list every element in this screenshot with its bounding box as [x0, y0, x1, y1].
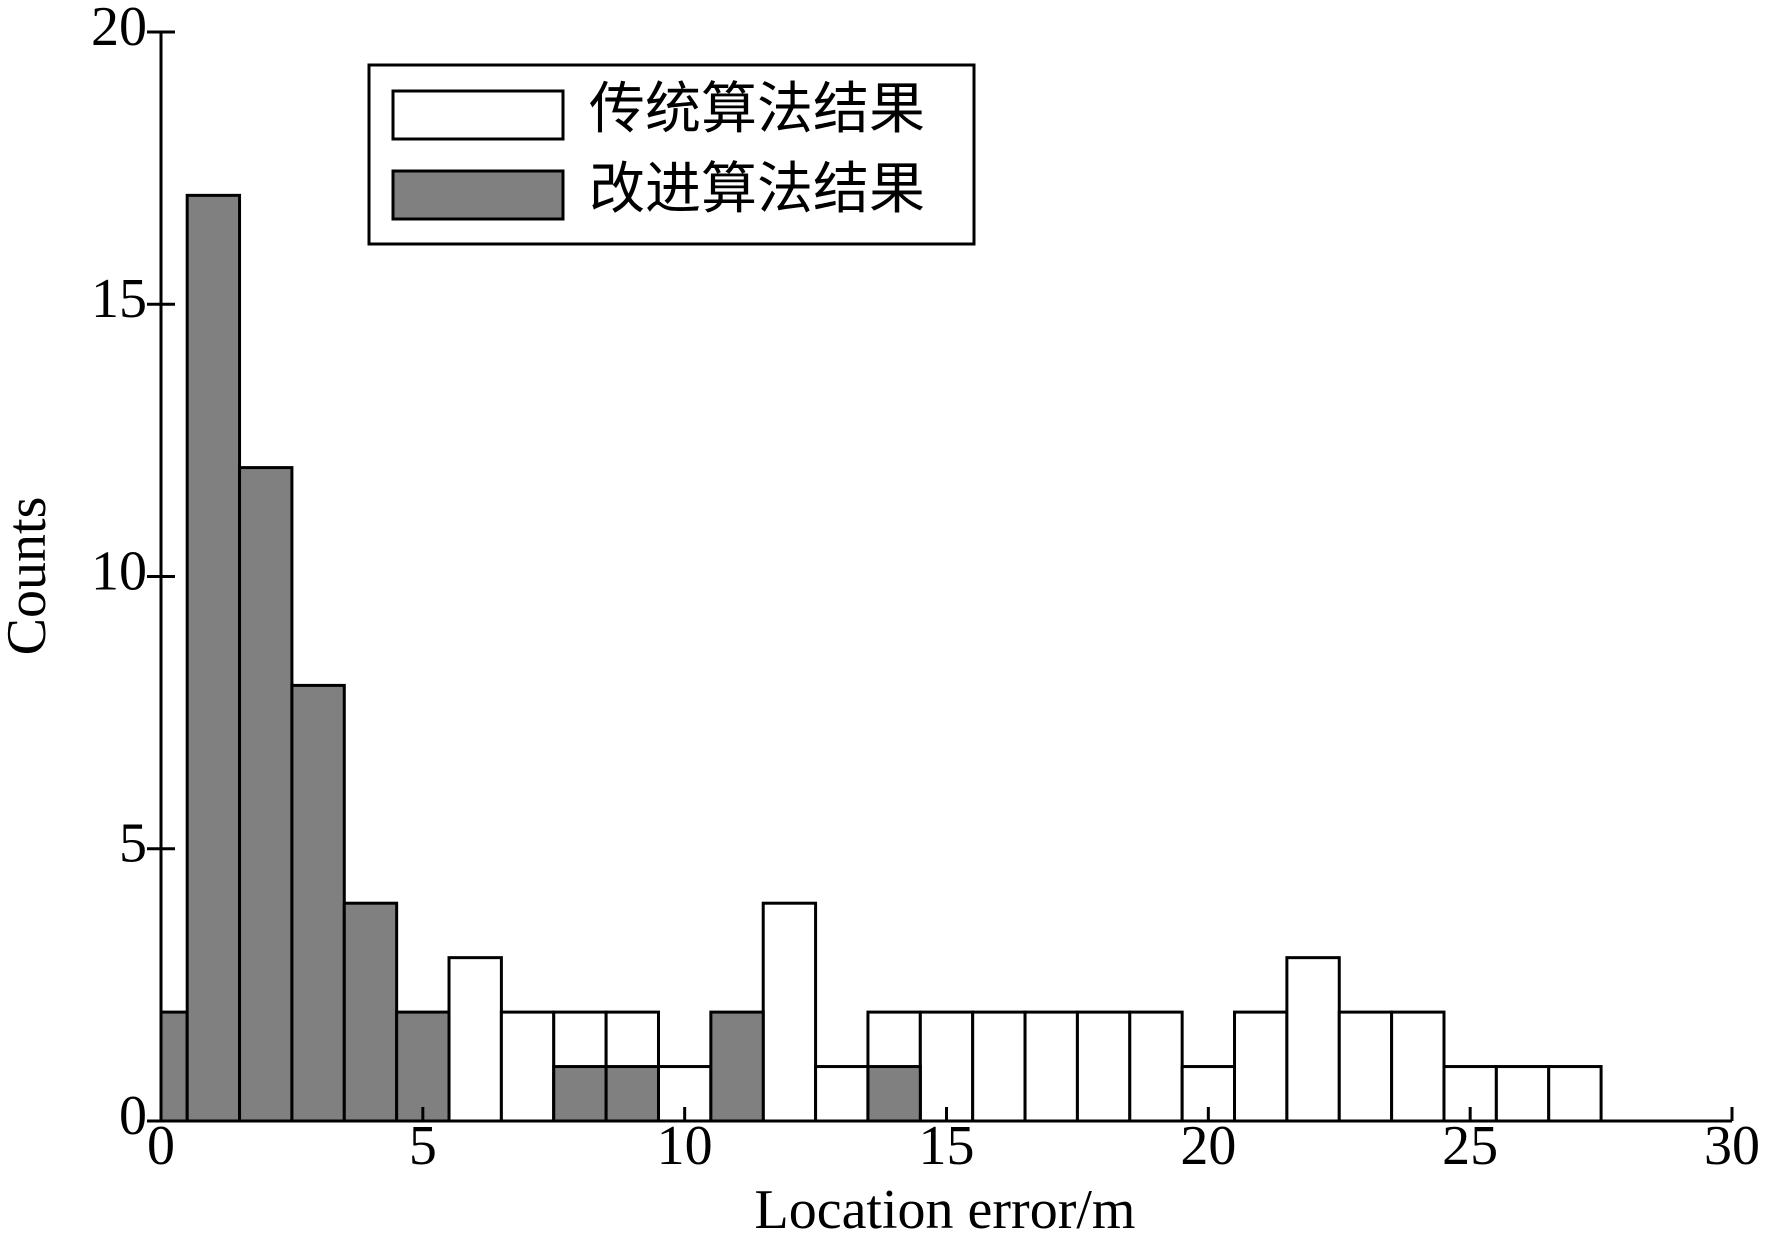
x-axis-label: Location error/m	[755, 1179, 1136, 1241]
bar	[290, 683, 346, 1121]
bar	[395, 1010, 451, 1121]
x-tick-label: 5	[409, 1115, 437, 1177]
bars	[161, 193, 1603, 1121]
bar	[1128, 1010, 1184, 1121]
bar	[656, 1065, 713, 1121]
y-tick-label: 10	[91, 540, 147, 602]
bar	[1075, 1010, 1132, 1121]
y-tick-label: 5	[119, 813, 147, 875]
x-tick-label: 10	[657, 1115, 713, 1177]
bar	[1390, 1010, 1446, 1121]
bar	[918, 1010, 975, 1121]
bar	[1285, 956, 1341, 1121]
legend-label: 传统算法结果	[589, 79, 925, 141]
x-tick-label: 30	[1704, 1115, 1760, 1177]
x-tick-label: 0	[147, 1115, 175, 1177]
bar	[1547, 1065, 1603, 1121]
bar	[552, 1065, 608, 1121]
y-tick-label: 0	[119, 1085, 147, 1147]
x-tick-label: 15	[919, 1115, 975, 1177]
bar	[238, 466, 294, 1121]
bar	[604, 1065, 660, 1121]
bar	[1233, 1010, 1289, 1121]
bar	[971, 1010, 1027, 1121]
y-axis-label: Counts	[0, 497, 58, 656]
bar	[185, 193, 242, 1121]
y-tick-label: 20	[91, 0, 147, 58]
bar	[709, 1010, 765, 1121]
bar	[1494, 1065, 1551, 1121]
y-tick-label: 15	[91, 268, 147, 330]
bar	[342, 901, 399, 1121]
bar	[814, 1065, 870, 1121]
bar	[499, 1010, 556, 1121]
bar	[866, 1065, 922, 1121]
legend-swatch	[391, 169, 565, 221]
bar	[447, 956, 503, 1121]
bar	[1337, 1010, 1394, 1121]
bar	[761, 901, 818, 1121]
bar	[1023, 1010, 1079, 1121]
legend-label: 改进算法结果	[589, 159, 925, 221]
legend-swatch	[391, 89, 565, 141]
x-tick-label: 20	[1180, 1115, 1236, 1177]
x-tick-label: 25	[1442, 1115, 1498, 1177]
